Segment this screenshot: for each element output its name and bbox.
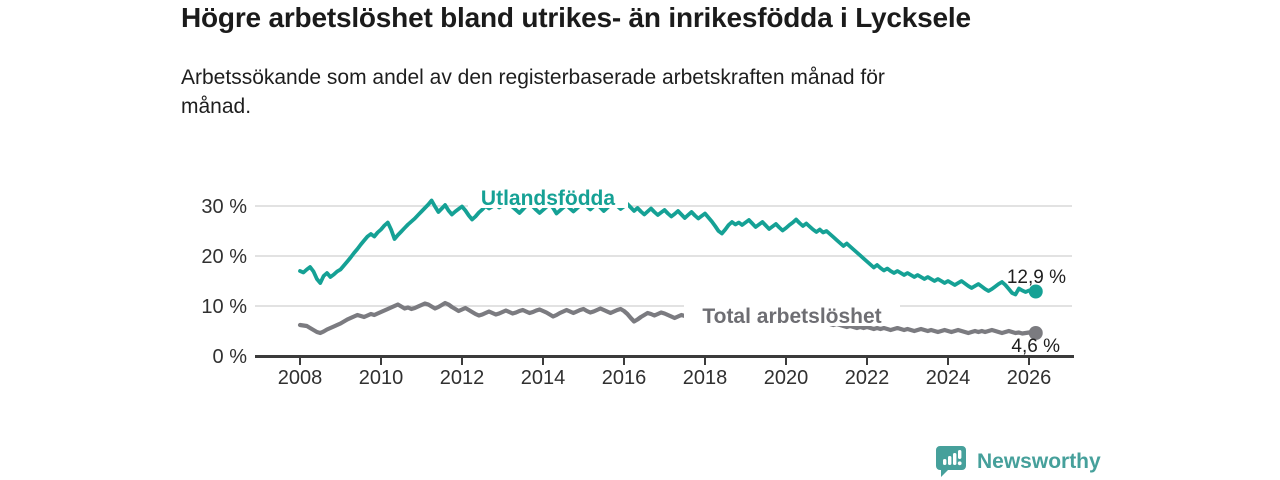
bar-chart-speech-bubble-icon bbox=[936, 446, 966, 477]
series-line-0 bbox=[298, 197, 1038, 297]
series-line-1 bbox=[297, 300, 1038, 336]
series-end-value-label: 4,6 % bbox=[1011, 336, 1060, 357]
y-axis-tick-label: 0 % bbox=[213, 346, 248, 368]
y-axis-tick-label: 20 % bbox=[201, 246, 247, 268]
page-title: Högre arbetslöshet bland utrikes- än inr… bbox=[181, 2, 971, 33]
series-label-mask bbox=[468, 187, 628, 208]
series-end-dot-0 bbox=[1028, 284, 1043, 299]
y-axis-tick-label: 10 % bbox=[201, 296, 247, 318]
x-axis-tick-label: 2020 bbox=[764, 367, 809, 389]
series-inline-label: Total arbetslöshet bbox=[702, 305, 881, 328]
series-label-mask bbox=[684, 305, 900, 326]
x-axis-tick-label: 2014 bbox=[521, 367, 566, 389]
series-end-value-label: 12,9 % bbox=[1007, 267, 1066, 288]
series-inline-label: Utlandsfödda bbox=[481, 187, 615, 210]
brand-footer: Newsworthy bbox=[936, 445, 1101, 478]
x-axis-tick-label: 2010 bbox=[359, 367, 404, 389]
brand-name: Newsworthy bbox=[977, 449, 1101, 473]
x-axis-tick-label: 2018 bbox=[683, 367, 728, 389]
x-axis-tick-label: 2008 bbox=[278, 367, 323, 389]
x-axis-tick-label: 2016 bbox=[602, 367, 647, 389]
x-axis-tick-label: 2022 bbox=[845, 367, 890, 389]
x-axis-tick-label: 2024 bbox=[926, 367, 971, 389]
chart-subtitle: Arbetssökande som andel av den registerb… bbox=[181, 66, 885, 118]
x-axis-tick-label: 2012 bbox=[440, 367, 485, 389]
series-end-dot-1 bbox=[1028, 326, 1043, 340]
y-axis-tick-label: 30 % bbox=[201, 196, 247, 218]
x-axis-tick-label: 2026 bbox=[1007, 367, 1052, 389]
